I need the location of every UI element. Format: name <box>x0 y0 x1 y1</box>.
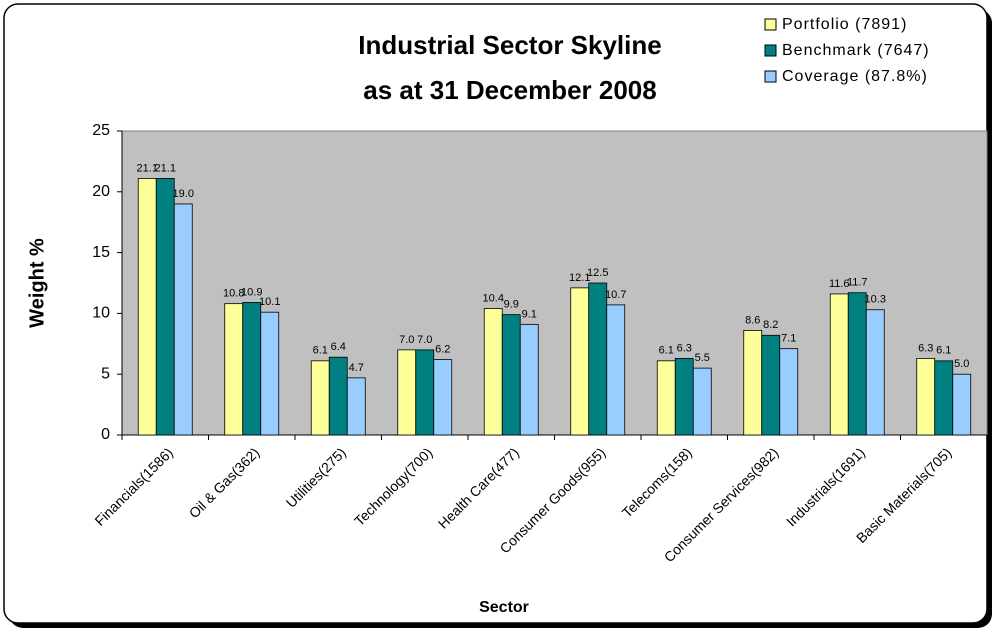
legend-swatch <box>764 44 777 57</box>
value-label: 7.0 <box>417 334 432 346</box>
value-label: 21.1 <box>137 162 158 174</box>
bar <box>847 292 867 436</box>
bar <box>173 203 193 436</box>
value-label: 19.0 <box>173 188 194 200</box>
value-label: 6.1 <box>659 345 674 357</box>
bar <box>483 308 503 436</box>
value-label: 8.2 <box>763 319 778 331</box>
value-label: 8.6 <box>745 314 760 326</box>
legend-swatch <box>764 18 777 31</box>
bar <box>570 287 590 436</box>
bar <box>916 357 936 436</box>
value-label: 9.9 <box>504 299 519 311</box>
value-label: 12.1 <box>569 272 590 284</box>
value-label: 11.6 <box>829 278 850 290</box>
bar <box>606 304 626 436</box>
value-label: 6.2 <box>435 344 450 356</box>
y-tick-label: 25 <box>92 122 110 139</box>
bar <box>829 293 849 436</box>
value-label: 7.1 <box>781 333 796 345</box>
y-tick-label: 20 <box>92 183 110 200</box>
y-tick-label: 5 <box>101 365 110 382</box>
bar <box>415 349 435 436</box>
value-label: 10.3 <box>865 294 886 306</box>
bar <box>952 373 972 436</box>
bar <box>310 360 330 436</box>
bar <box>501 314 521 436</box>
value-label: 6.1 <box>936 345 951 357</box>
value-label: 12.5 <box>587 267 608 279</box>
value-label: 6.3 <box>918 342 933 354</box>
value-label: 10.7 <box>605 289 626 301</box>
chart-title: as at 31 December 2008 <box>363 75 656 105</box>
value-label: 6.1 <box>313 345 328 357</box>
y-tick-label: 0 <box>101 426 110 443</box>
value-label: 9.1 <box>522 308 537 320</box>
bar <box>137 178 157 436</box>
legend-label: Benchmark (7647) <box>782 42 930 59</box>
bar <box>743 330 763 436</box>
value-label: 21.1 <box>155 162 176 174</box>
value-label: 6.3 <box>677 342 692 354</box>
value-label: 10.9 <box>241 286 262 298</box>
chart-title: Industrial Sector Skyline <box>358 30 661 60</box>
bar <box>260 311 280 436</box>
bar <box>433 359 453 436</box>
bar <box>155 178 175 436</box>
y-axis-label: Weight % <box>26 238 48 328</box>
bar <box>692 367 712 436</box>
bar <box>242 302 262 436</box>
value-label: 5.5 <box>695 352 710 364</box>
bar <box>328 356 348 436</box>
bar <box>779 348 799 436</box>
bar <box>656 360 676 436</box>
bar <box>224 303 244 436</box>
legend-swatch <box>764 70 777 83</box>
x-axis-label: Sector <box>479 599 529 616</box>
value-label: 4.7 <box>349 362 364 374</box>
value-label: 11.7 <box>847 277 868 289</box>
bar <box>674 357 694 436</box>
legend-label: Portfolio (7891) <box>782 16 907 33</box>
y-tick-label: 15 <box>92 244 110 261</box>
bar <box>397 349 417 436</box>
value-label: 10.4 <box>483 292 504 304</box>
bar <box>761 334 781 436</box>
value-label: 5.0 <box>954 358 969 370</box>
bar <box>934 360 954 436</box>
value-label: 6.4 <box>331 341 346 353</box>
value-label: 10.1 <box>259 296 280 308</box>
y-tick-label: 10 <box>92 305 110 322</box>
bar <box>519 323 539 436</box>
value-label: 10.8 <box>223 288 244 300</box>
bar <box>346 377 366 436</box>
bar <box>588 282 608 436</box>
value-label: 7.0 <box>399 334 414 346</box>
legend-label: Coverage (87.8%) <box>782 68 928 85</box>
bar <box>865 309 885 436</box>
